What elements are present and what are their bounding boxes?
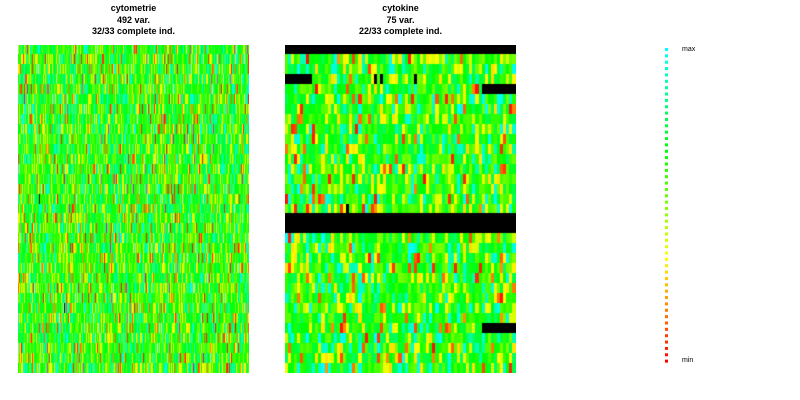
legend-color-step: [665, 245, 668, 249]
legend-color-step: [665, 194, 668, 198]
legend-color-step: [665, 213, 668, 217]
cytometrie-variable-count: 492 var.: [116, 14, 151, 25]
legend-color-step: [665, 175, 668, 179]
legend-color-step: [665, 143, 668, 147]
legend-color-step: [665, 257, 668, 261]
legend-color-step: [665, 200, 668, 204]
legend-color-step: [665, 187, 668, 191]
legend-color-step: [665, 156, 668, 160]
legend-color-step: [665, 168, 668, 172]
legend-color-step: [665, 60, 668, 64]
legend-color-step: [665, 321, 668, 325]
cytokine-variable-count: 75 var.: [386, 14, 415, 25]
legend-color-step: [665, 117, 668, 121]
legend-color-step: [665, 105, 668, 109]
legend-color-step: [665, 315, 668, 319]
legend-color-step: [665, 137, 668, 141]
cytokine-title: cytokine: [382, 3, 419, 13]
legend-color-step: [665, 207, 668, 210]
legend-color-step: [665, 353, 668, 357]
color-scale-legend: [665, 48, 668, 363]
legend-color-step: [665, 296, 668, 300]
legend-color-step: [665, 54, 668, 58]
legend-color-step: [665, 219, 668, 223]
legend-color-step: [665, 226, 668, 230]
cytokine-title-block: cytokine 75 var. 22/33 complete ind.: [285, 3, 516, 38]
legend-color-step: [665, 162, 668, 166]
legend-color-step: [665, 124, 668, 128]
cytokine-complete-count: 22/33 complete ind.: [358, 26, 443, 36]
legend-color-step: [665, 232, 668, 236]
legend-color-step: [665, 264, 668, 268]
legend-color-step: [665, 98, 668, 102]
cytometrie-heatmap: [18, 45, 249, 373]
legend-color-step: [665, 283, 668, 287]
legend-color-step: [665, 67, 668, 71]
legend-color-step: [665, 289, 668, 293]
cytometrie-title-block: cytometrie 492 var. 32/33 complete ind.: [18, 3, 249, 38]
legend-color-step: [665, 359, 668, 363]
legend-color-step: [665, 86, 668, 90]
legend-color-step: [665, 48, 668, 51]
cytometrie-complete-count: 32/33 complete ind.: [91, 26, 176, 36]
legend-color-step: [665, 270, 668, 274]
legend-color-step: [665, 346, 668, 350]
legend-color-step: [665, 238, 668, 242]
legend-color-step: [665, 340, 668, 344]
legend-max-label: max: [682, 46, 696, 53]
cytokine-heatmap: [285, 45, 516, 373]
legend-color-step: [665, 130, 668, 134]
legend-color-step: [665, 149, 668, 153]
legend-color-step: [665, 327, 668, 331]
cytometrie-title: cytometrie: [110, 3, 157, 13]
legend-color-step: [665, 308, 668, 312]
legend-color-step: [665, 73, 668, 77]
legend-color-step: [665, 276, 668, 280]
legend-color-step: [665, 92, 668, 96]
legend-color-step: [665, 302, 668, 306]
legend-color-step: [665, 79, 668, 83]
legend-color-step: [665, 181, 668, 185]
legend-min-label: min: [682, 357, 694, 364]
legend-color-step: [665, 111, 668, 115]
legend-color-step: [665, 251, 668, 255]
legend-color-step: [665, 334, 668, 338]
